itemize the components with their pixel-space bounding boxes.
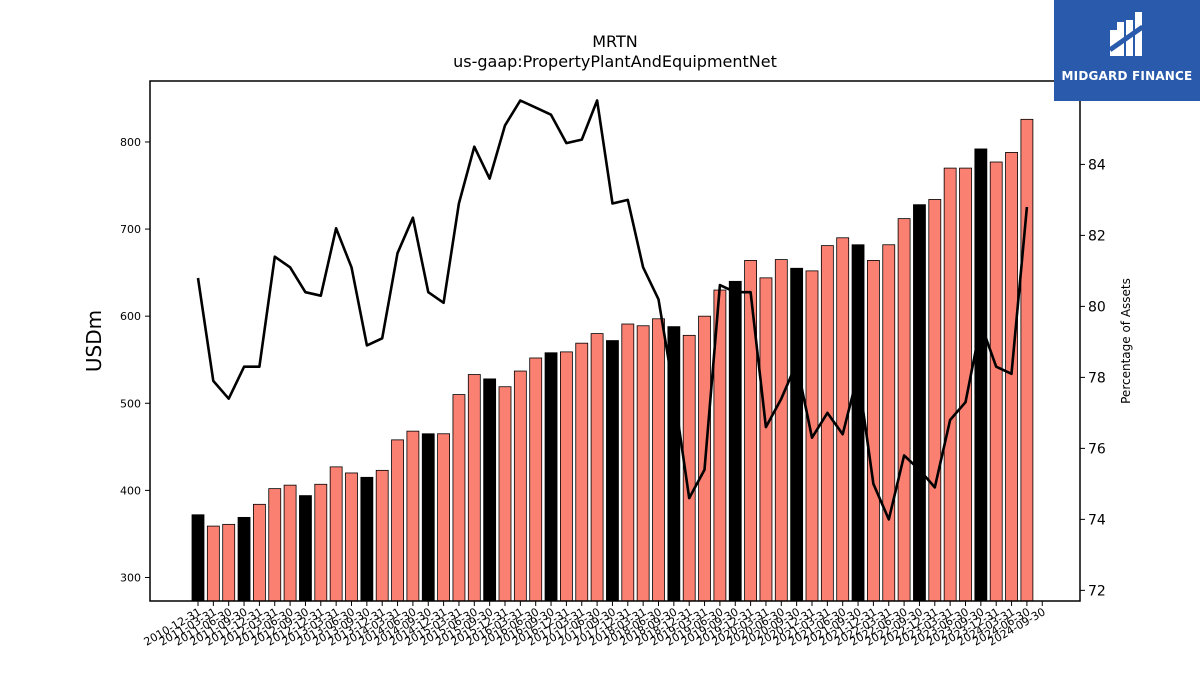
- bar: [283, 484, 297, 602]
- bar: [913, 204, 926, 602]
- bar: [867, 260, 880, 602]
- bar: [1020, 118, 1034, 602]
- bar: [437, 433, 451, 602]
- y-tick-label: 700: [120, 223, 141, 236]
- bar: [222, 523, 236, 602]
- midgard-finance-logo: MIDGARD FINANCE: [1054, 0, 1200, 101]
- bar: [237, 516, 251, 602]
- bar: [452, 394, 466, 602]
- bar: [882, 244, 896, 602]
- bar: [206, 525, 220, 602]
- bar: [467, 374, 481, 602]
- bar: [790, 267, 804, 602]
- y-tick-label: 500: [120, 397, 141, 410]
- bar: [498, 386, 512, 602]
- plot-frame: [149, 80, 1081, 602]
- bar: [636, 325, 650, 602]
- bar: [421, 433, 435, 602]
- y-axis-right: 72 74 76 78 80 82 84: [1080, 157, 1106, 599]
- y-tick-label: 300: [120, 571, 141, 584]
- bar: [299, 495, 312, 602]
- y-tick-label: 400: [120, 484, 141, 497]
- bar: [268, 488, 282, 602]
- bar: [560, 351, 573, 602]
- bar: [759, 277, 773, 602]
- bar: [652, 318, 665, 602]
- bar: [851, 244, 865, 602]
- bar: [928, 199, 942, 602]
- chart-subtitle: us-gaap:PropertyPlantAndEquipmentNet: [453, 52, 777, 71]
- logo-mark-icon: [1108, 12, 1145, 56]
- bar: [1005, 152, 1018, 602]
- bar: [406, 430, 420, 602]
- bar: [191, 514, 205, 602]
- y2-tick-label: 84: [1088, 157, 1106, 173]
- bar: [744, 260, 757, 602]
- bar: [974, 148, 988, 602]
- bar: [989, 161, 1003, 602]
- y2-axis-label: Percentage of Assets: [1119, 278, 1133, 404]
- bar: [575, 342, 589, 602]
- bar: [252, 503, 266, 602]
- bar: [728, 280, 742, 602]
- y2-tick-label: 78: [1088, 370, 1106, 386]
- bar-series: [191, 118, 1034, 602]
- bar: [897, 218, 911, 602]
- bar: [590, 333, 604, 602]
- bar: [375, 469, 389, 602]
- y2-tick-label: 74: [1088, 512, 1106, 528]
- bar: [544, 352, 558, 602]
- bar: [329, 466, 343, 602]
- y-tick-label: 800: [120, 136, 141, 149]
- bar: [943, 167, 957, 602]
- y2-tick-label: 76: [1088, 441, 1106, 457]
- bar: [513, 370, 527, 602]
- bar: [483, 378, 497, 602]
- bar: [606, 340, 619, 602]
- y2-tick-label: 72: [1088, 583, 1106, 599]
- y-axis-label: USDm: [82, 310, 106, 372]
- bar: [774, 259, 788, 602]
- percentage-line: [196, 99, 1029, 521]
- bar: [391, 439, 404, 602]
- logo-text: MIDGARD FINANCE: [1061, 69, 1193, 83]
- bar: [360, 476, 374, 602]
- chart-title: MRTN: [592, 32, 638, 51]
- y-axis-left: 300 400 500 600 700 800: [120, 136, 150, 584]
- x-axis: 2010-12-312011-03-312011-06-302011-09-30…: [142, 601, 1048, 649]
- y-tick-label: 600: [120, 310, 141, 323]
- y2-tick-label: 80: [1088, 299, 1106, 315]
- y2-tick-label: 82: [1088, 228, 1106, 244]
- bar: [820, 245, 834, 602]
- bar: [529, 357, 543, 602]
- bar: [621, 323, 635, 602]
- bar: [345, 472, 358, 602]
- bar: [314, 483, 328, 602]
